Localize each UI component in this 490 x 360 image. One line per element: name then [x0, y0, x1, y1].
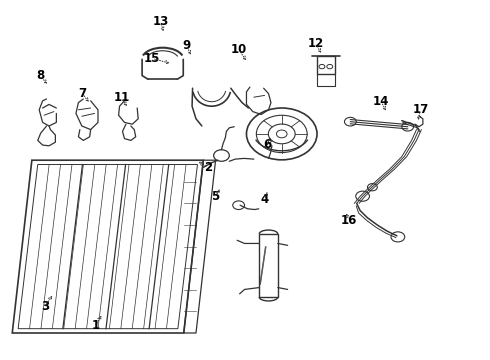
Text: 2: 2	[204, 161, 212, 174]
Circle shape	[214, 150, 229, 161]
Text: 6: 6	[263, 138, 271, 150]
Text: 8: 8	[36, 69, 44, 82]
Text: 1: 1	[92, 319, 99, 332]
Text: 10: 10	[231, 43, 247, 56]
Text: 14: 14	[373, 95, 390, 108]
Text: 12: 12	[308, 37, 324, 50]
Bar	[259, 234, 278, 297]
Text: 5: 5	[212, 190, 220, 203]
Text: 15: 15	[144, 52, 160, 65]
Text: 7: 7	[78, 87, 86, 100]
Text: 13: 13	[152, 15, 169, 28]
Text: 9: 9	[182, 39, 190, 51]
Text: 16: 16	[341, 214, 357, 227]
Text: 3: 3	[41, 300, 49, 312]
Text: 17: 17	[412, 103, 429, 116]
Text: 4: 4	[261, 193, 269, 206]
Text: 11: 11	[113, 91, 130, 104]
